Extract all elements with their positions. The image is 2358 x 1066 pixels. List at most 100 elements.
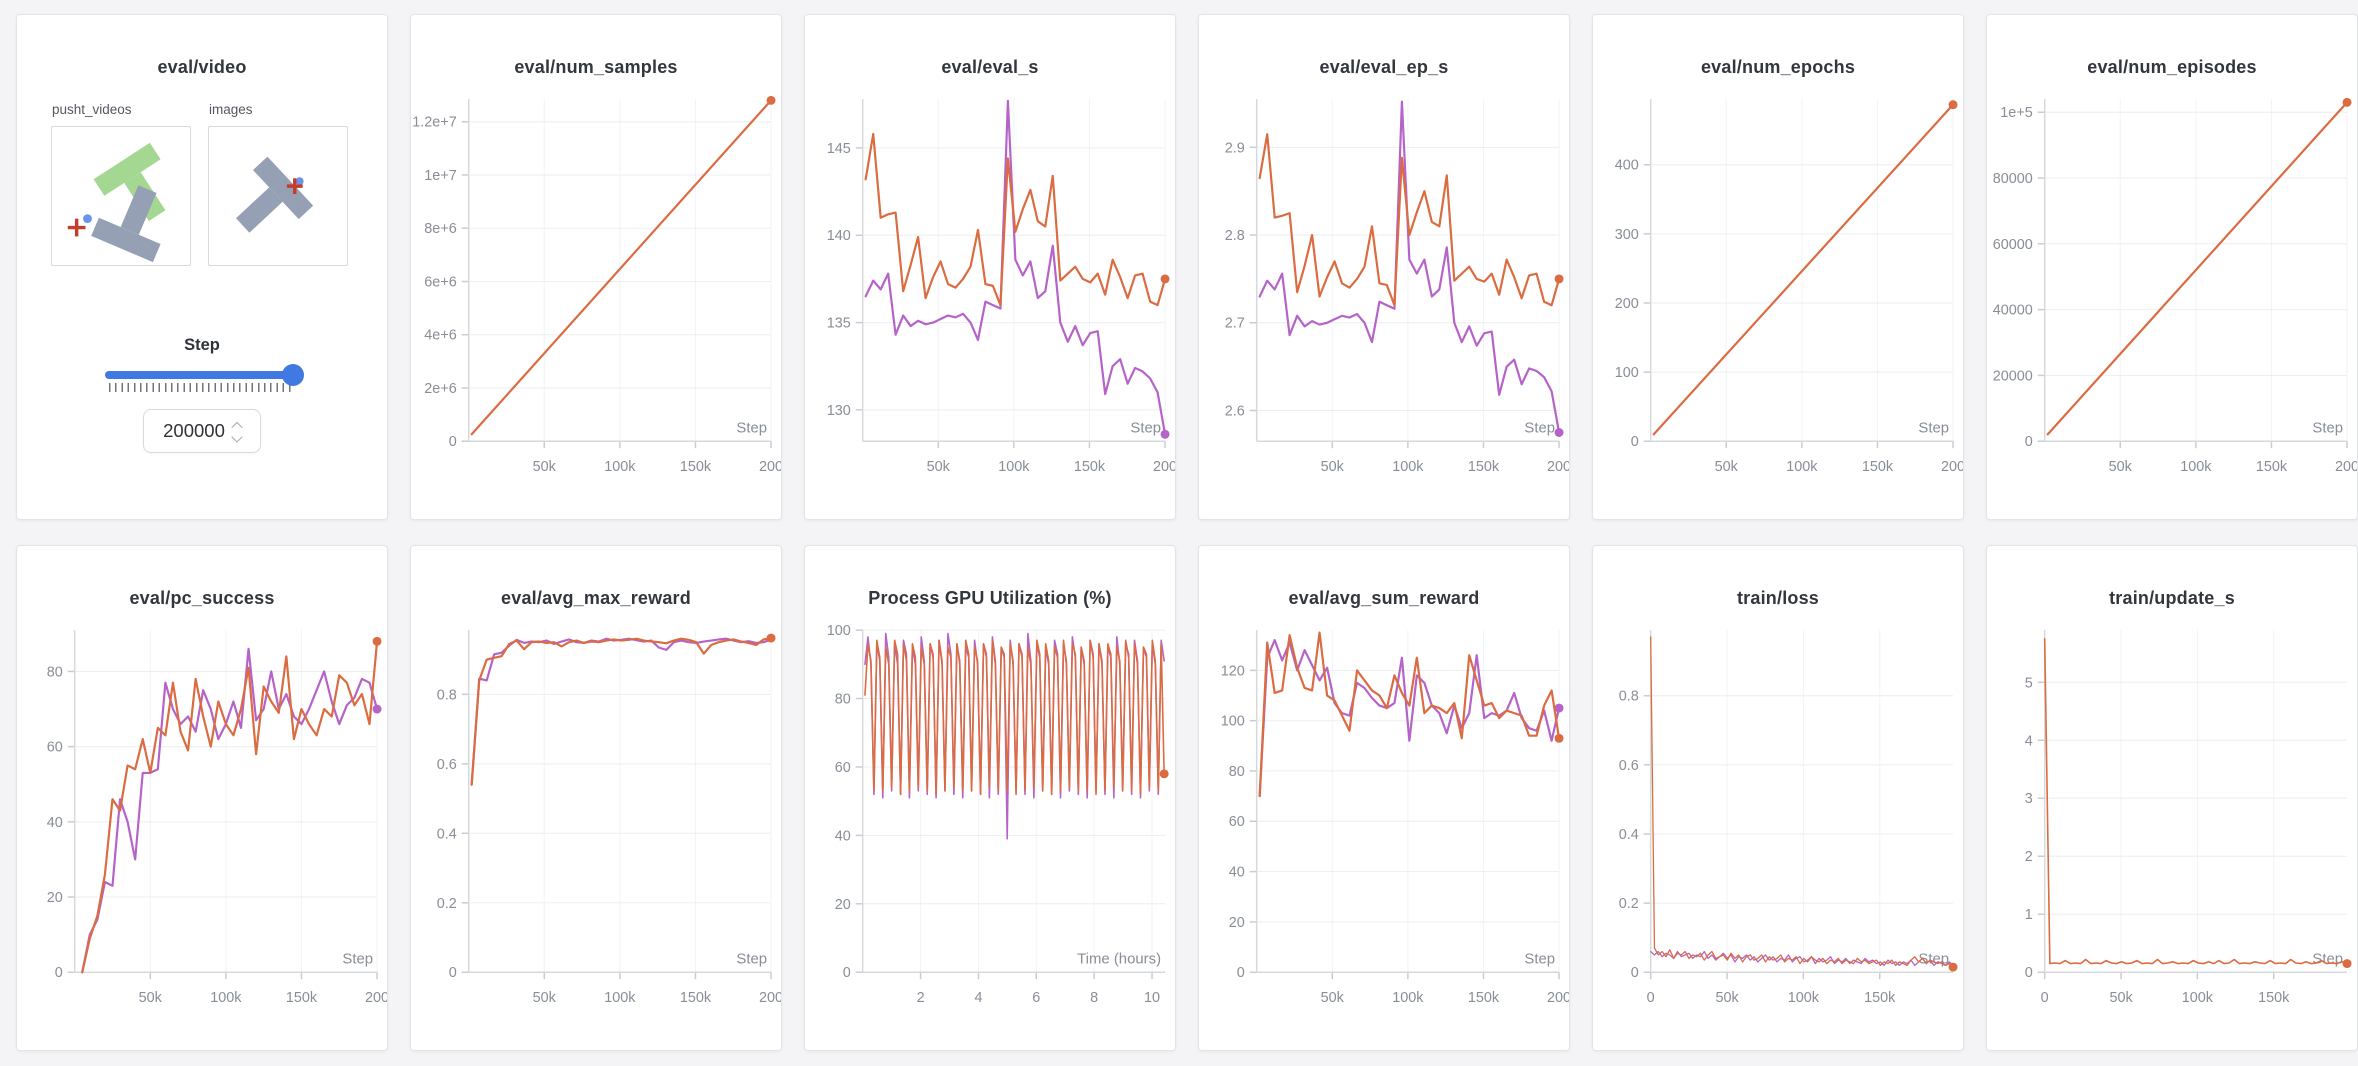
svg-text:6e+6: 6e+6: [424, 274, 456, 290]
slider-track[interactable]: [104, 371, 300, 379]
svg-text:130: 130: [827, 403, 851, 419]
svg-text:Step: Step: [2312, 420, 2343, 436]
svg-text:20: 20: [1229, 915, 1245, 931]
media-pusht-videos: pusht_videos: [51, 102, 191, 266]
svg-text:Step: Step: [1524, 420, 1555, 436]
svg-text:150k: 150k: [680, 459, 712, 475]
svg-text:80: 80: [47, 664, 63, 680]
svg-text:200: 200: [1615, 296, 1639, 312]
panel-eval-num-episodes: eval/num_episodes 50k 100k 150k 200 0 20000 40…: [1986, 14, 2358, 520]
svg-text:20000: 20000: [1993, 368, 2033, 384]
svg-text:50k: 50k: [533, 990, 557, 1006]
num-episodes-chart[interactable]: 50k 100k 150k 200 0 20000 40000 60000 80000 1e+5 S…: [1987, 90, 2357, 510]
step-control: Step 200000: [17, 336, 387, 453]
svg-text:150k: 150k: [1074, 459, 1106, 475]
svg-text:8e+6: 8e+6: [424, 221, 456, 237]
svg-text:100k: 100k: [1392, 990, 1424, 1006]
media-label: images: [209, 102, 253, 117]
spinner-down-icon[interactable]: [231, 430, 243, 443]
number-spinner[interactable]: [231, 421, 243, 443]
svg-text:145: 145: [827, 141, 851, 157]
num-epochs-chart[interactable]: 50k 100k 150k 200 0 100 200 300 400 Step: [1593, 90, 1963, 510]
panel-gpu-utilization: Process GPU Utilization (%) 2 4 6 8 10 0 20 40 6…: [804, 545, 1176, 1051]
svg-text:200: 200: [1941, 459, 1963, 475]
svg-text:80000: 80000: [1993, 171, 2033, 187]
svg-text:50k: 50k: [533, 459, 557, 475]
slider-thumb[interactable]: [281, 364, 304, 386]
svg-text:100k: 100k: [1788, 990, 1820, 1006]
step-number-input[interactable]: 200000: [143, 409, 261, 453]
svg-text:2.8: 2.8: [1225, 228, 1245, 244]
svg-text:300: 300: [1615, 227, 1639, 243]
svg-text:100k: 100k: [210, 990, 242, 1006]
panel-title: Process GPU Utilization (%): [868, 588, 1112, 608]
svg-text:150k: 150k: [1468, 990, 1500, 1006]
num-samples-chart[interactable]: 50k 100k 150k 200 0 2e+6 4e+6 6e+6 8e+6 1e+7 1.2e+…: [411, 90, 781, 510]
svg-text:40: 40: [835, 828, 851, 844]
svg-text:20: 20: [47, 890, 63, 906]
svg-text:50k: 50k: [1321, 459, 1345, 475]
svg-text:200: 200: [1547, 459, 1569, 475]
svg-text:150k: 150k: [1862, 459, 1894, 475]
svg-text:4: 4: [974, 990, 982, 1006]
svg-text:1: 1: [2025, 907, 2033, 923]
panel-title: eval/video: [157, 57, 247, 77]
pc-success-chart[interactable]: 50k 100k 150k 200 0 20 40 60 80 Step: [17, 621, 387, 1041]
svg-text:2.6: 2.6: [1225, 403, 1245, 419]
panel-title: eval/num_samples: [514, 57, 678, 77]
svg-text:0.6: 0.6: [1619, 758, 1639, 774]
svg-text:60: 60: [47, 740, 63, 756]
svg-text:0: 0: [1237, 965, 1245, 981]
svg-text:40: 40: [47, 815, 63, 831]
panel-eval-eval-ep-s: eval/eval_ep_s 50k 100k 150k 200 2.6 2.7 2.8 2.…: [1198, 14, 1570, 520]
avg-max-reward-chart[interactable]: 50k 100k 150k 200 0 0.2 0.4 0.6 0.8 Step: [411, 621, 781, 1041]
svg-text:0: 0: [449, 434, 457, 450]
svg-text:1e+7: 1e+7: [424, 168, 456, 184]
svg-text:200: 200: [759, 459, 781, 475]
panel-eval-video: eval/video pusht_videos: [16, 14, 388, 520]
svg-text:10: 10: [1144, 990, 1160, 1006]
svg-text:6: 6: [1032, 990, 1040, 1006]
svg-text:0.4: 0.4: [437, 826, 457, 842]
svg-text:150k: 150k: [2258, 990, 2290, 1006]
update-s-chart[interactable]: 0 50k 100k 150k 0 1 2 3 4 5 Step: [1987, 621, 2357, 1041]
svg-text:1.2e+7: 1.2e+7: [412, 115, 456, 131]
svg-text:Step: Step: [736, 951, 767, 967]
svg-text:150k: 150k: [680, 990, 712, 1006]
svg-text:100k: 100k: [2180, 459, 2212, 475]
svg-text:0: 0: [2025, 965, 2033, 981]
eval-s-chart[interactable]: 50k 100k 150k 200 130 135 140 145 Step: [805, 90, 1175, 510]
eval-ep-s-chart[interactable]: 50k 100k 150k 200 2.6 2.7 2.8 2.9 Step: [1199, 90, 1569, 510]
svg-text:0: 0: [1631, 965, 1639, 981]
svg-text:0.2: 0.2: [1619, 896, 1639, 912]
svg-text:100k: 100k: [998, 459, 1030, 475]
panel-title: eval/num_episodes: [2087, 57, 2257, 77]
svg-text:80: 80: [1229, 764, 1245, 780]
avg-sum-reward-chart[interactable]: 50k 100k 150k 200 0 20 40 60 80 100 120 Step: [1199, 621, 1569, 1041]
svg-text:0: 0: [843, 965, 851, 981]
step-slider[interactable]: [104, 364, 304, 386]
svg-text:0.8: 0.8: [437, 687, 457, 703]
step-label: Step: [184, 336, 220, 354]
svg-text:100: 100: [1221, 714, 1245, 730]
svg-text:50k: 50k: [1715, 990, 1739, 1006]
media-label: pusht_videos: [52, 102, 132, 117]
svg-text:Step: Step: [2312, 951, 2343, 967]
svg-text:2.7: 2.7: [1225, 316, 1245, 332]
gray-t-shape: [235, 156, 314, 233]
images-thumbnail[interactable]: [208, 126, 348, 266]
svg-text:200: 200: [2335, 459, 2357, 475]
svg-text:50k: 50k: [139, 990, 163, 1006]
svg-text:0: 0: [2041, 990, 2049, 1006]
svg-text:135: 135: [827, 316, 851, 332]
step-value[interactable]: 200000: [163, 420, 225, 441]
svg-text:2: 2: [2025, 849, 2033, 865]
svg-text:150k: 150k: [2256, 459, 2288, 475]
panel-eval-num-epochs: eval/num_epochs 50k 100k 150k 200 0 100 200 300…: [1592, 14, 1964, 520]
svg-text:0: 0: [449, 965, 457, 981]
pusht-video-thumbnail[interactable]: [51, 126, 191, 266]
svg-text:2.9: 2.9: [1225, 140, 1245, 156]
